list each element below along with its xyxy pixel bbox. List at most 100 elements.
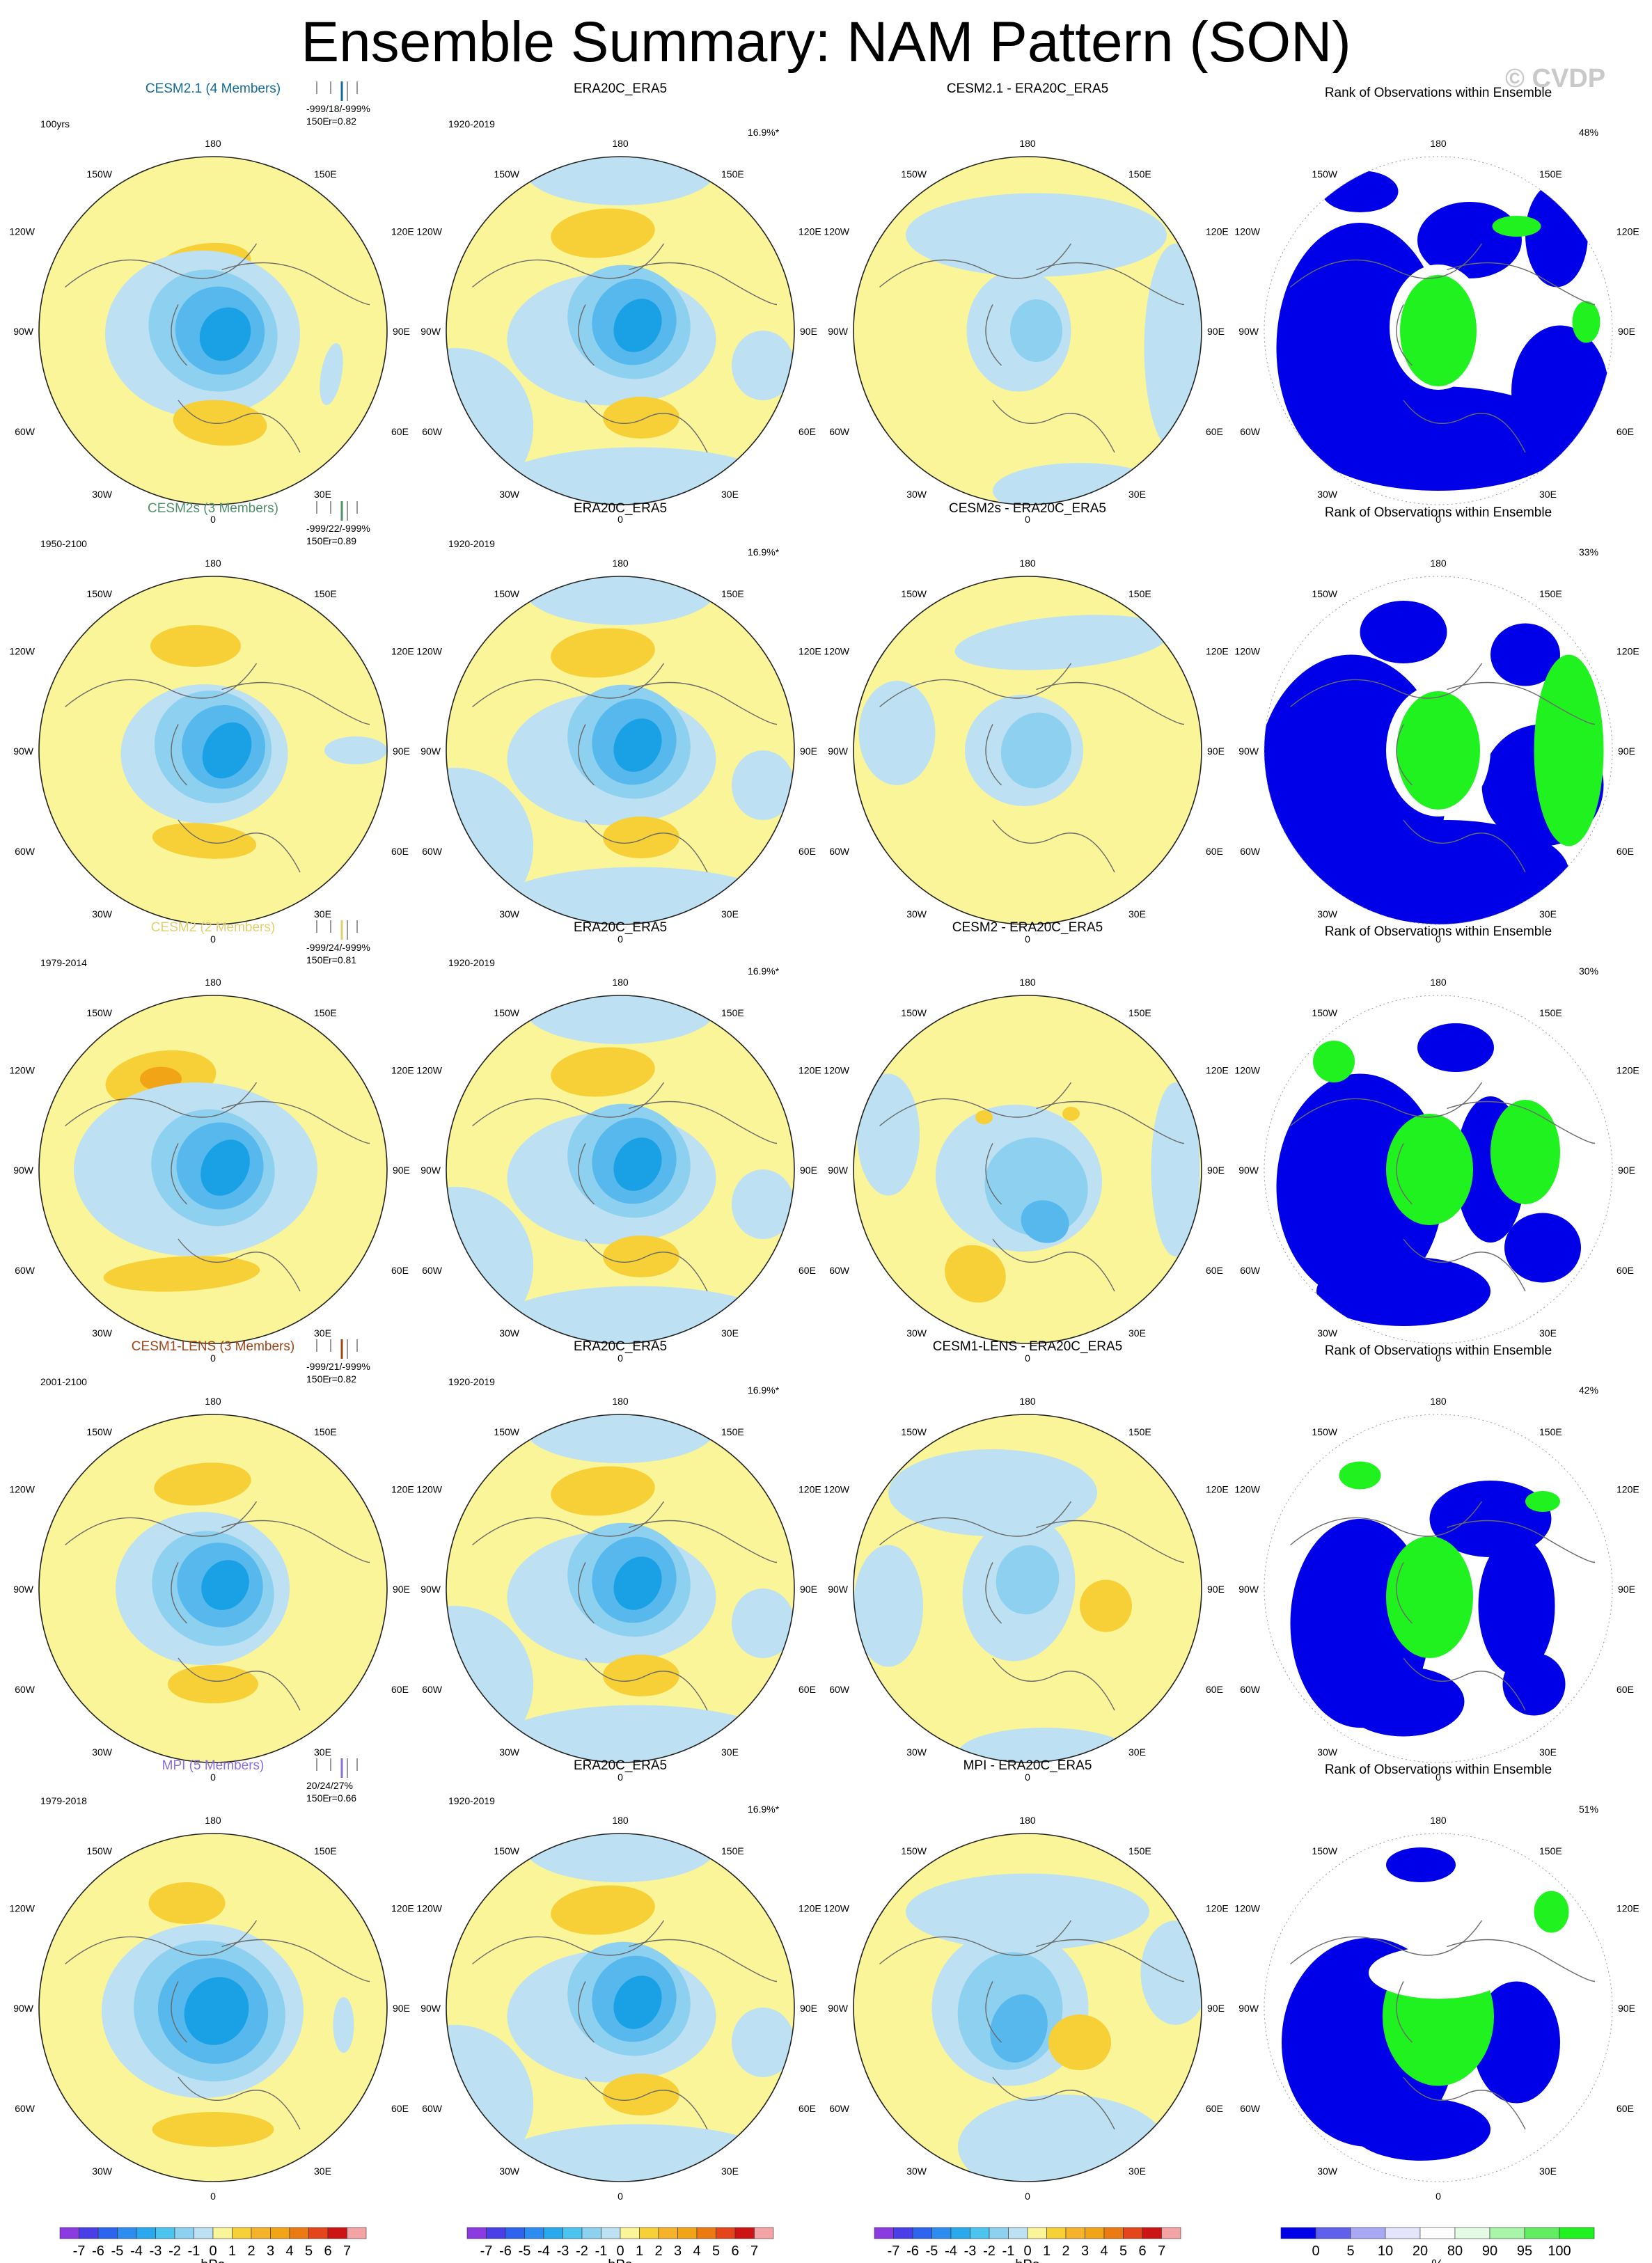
- contour-region-6: [152, 2112, 274, 2147]
- colorbar-swatch: [950, 2227, 970, 2239]
- lon-label: 180: [1019, 138, 1036, 149]
- lon-label: 150W: [86, 588, 112, 599]
- coastline-4: [578, 304, 595, 366]
- contour-region-8: [1525, 1491, 1560, 1512]
- map-border: [1264, 1414, 1613, 1763]
- lon-label: 150W: [494, 1845, 519, 1856]
- lon-label: 30E: [721, 1746, 739, 1758]
- lon-label: 0: [1025, 933, 1030, 945]
- contour-region-1: [150, 625, 241, 667]
- lon-label: 90E: [1618, 1165, 1635, 1176]
- contour-region-7: [1534, 1891, 1569, 1933]
- colorbar-swatch: [912, 2227, 932, 2239]
- lon-label: 60E: [391, 426, 409, 437]
- lon-label: 120E: [1616, 1065, 1639, 1076]
- obs-pattern-map: 180 150W 150E 120W 120E 90W 90E 60W 60E 30W 30E 0: [416, 1396, 821, 1783]
- lon-label: 180: [612, 977, 629, 988]
- lon-label: 180: [1019, 1396, 1036, 1407]
- ensemble-stats: 20/24/27%: [306, 1780, 353, 1791]
- lon-label: 90E: [800, 746, 817, 757]
- map-field: [1264, 601, 1604, 924]
- map-field: [1290, 1461, 1596, 1737]
- model-period: 100yrs: [40, 118, 70, 129]
- contour-region-8: [1534, 654, 1604, 846]
- lon-label: 90E: [800, 1165, 817, 1176]
- lon-label: 30E: [1128, 1746, 1146, 1758]
- map-border: [1264, 1833, 1613, 2182]
- contour-region-2: [1316, 1256, 1490, 1326]
- rank-percent: 30%: [1579, 965, 1598, 977]
- lon-label: 90W: [13, 1584, 34, 1595]
- lon-label: 90W: [828, 326, 849, 337]
- coastline-4: [171, 1562, 187, 1624]
- lon-label: 180: [205, 977, 221, 988]
- contour-region-7: [1339, 1461, 1381, 1490]
- colorbar-tick: 1: [228, 2244, 236, 2259]
- coastline-3: [178, 2076, 301, 2130]
- coastline-3: [178, 1238, 301, 1292]
- colorbar-swatch: [155, 2227, 175, 2239]
- contour-region-8: [1400, 275, 1477, 386]
- colorbar-swatch: [1008, 2227, 1028, 2239]
- lon-label: 90W: [1238, 1584, 1259, 1595]
- colorbar-swatch: [524, 2227, 544, 2239]
- obs-variance: 16.9%*: [748, 1385, 780, 1396]
- coastline-3: [1403, 1238, 1526, 1292]
- contour-region-3: [1010, 299, 1062, 362]
- rank-percent: 48%: [1579, 127, 1598, 138]
- difference-map: 180 150W 150E 120W 120E 90W 90E 60W 60E 30W 30E 0: [824, 977, 1228, 1364]
- lon-label: 150W: [1312, 1007, 1337, 1018]
- colorbar-tick: -6: [499, 2244, 512, 2259]
- colorbar-tick: 7: [1158, 2244, 1165, 2259]
- colorbar-tick: -4: [537, 2244, 550, 2259]
- lon-label: 90E: [1618, 746, 1635, 757]
- coastline-4: [171, 1143, 187, 1205]
- colorbar-tick: 7: [343, 2244, 351, 2259]
- coastline-2: [1447, 681, 1596, 725]
- colorbar-tick: 0: [616, 2244, 624, 2259]
- colorbar-swatch: [1454, 2227, 1490, 2239]
- lon-label: 90W: [420, 326, 441, 337]
- contour-region-3: [1021, 1200, 1069, 1243]
- lon-label: 150E: [314, 1845, 337, 1856]
- colorbar-swatch: [734, 2227, 755, 2239]
- colorbar-tick: 0: [1023, 2244, 1031, 2259]
- contour-region-5: [613, 1556, 662, 1610]
- lon-label: 30W: [906, 2166, 927, 2177]
- lon-label: 90W: [420, 2003, 441, 2014]
- rank-title: Rank of Observations within Ensemble: [1325, 1343, 1552, 1358]
- lon-label: 120E: [799, 1065, 821, 1076]
- lon-label: 30E: [314, 908, 331, 920]
- contour-region-7: [103, 1256, 260, 1292]
- map-border: [1264, 156, 1613, 505]
- contour-region-7: [324, 736, 387, 764]
- colorbar-swatch: [893, 2227, 913, 2239]
- lon-label: 120E: [391, 226, 414, 237]
- lon-label: 30W: [499, 489, 520, 500]
- contour-region-1: [888, 1449, 1097, 1536]
- lon-label: 90E: [1207, 1584, 1225, 1595]
- lon-label: 90W: [828, 1584, 849, 1595]
- lon-label: 90E: [393, 326, 410, 337]
- colorbar-tick: -3: [557, 2244, 569, 2259]
- lon-label: 30W: [499, 1327, 520, 1339]
- lon-label: 150W: [86, 1007, 112, 1018]
- lon-label: 90W: [1238, 746, 1259, 757]
- map-border: [446, 1833, 795, 2182]
- colorbar-rank: 0 5 10 20 80 90 95 100%: [1280, 2227, 1595, 2263]
- lon-label: 0: [617, 1772, 623, 1783]
- colorbar-swatch: [754, 2227, 774, 2239]
- lon-label: 120E: [799, 1484, 821, 1495]
- map-border: [446, 576, 795, 925]
- contour-region-10: [732, 750, 794, 820]
- colorbar-tick: 4: [285, 2244, 293, 2259]
- lon-label: 60E: [799, 846, 816, 857]
- contour-region-5: [613, 718, 662, 772]
- coastline-3: [1403, 819, 1526, 873]
- lon-label: 120E: [799, 226, 821, 237]
- lon-label: 0: [210, 2191, 216, 2202]
- ensemble-spread-markers: [316, 1758, 358, 1778]
- colorbar-swatch: [1385, 2227, 1421, 2239]
- contour-region-6: [168, 1665, 258, 1703]
